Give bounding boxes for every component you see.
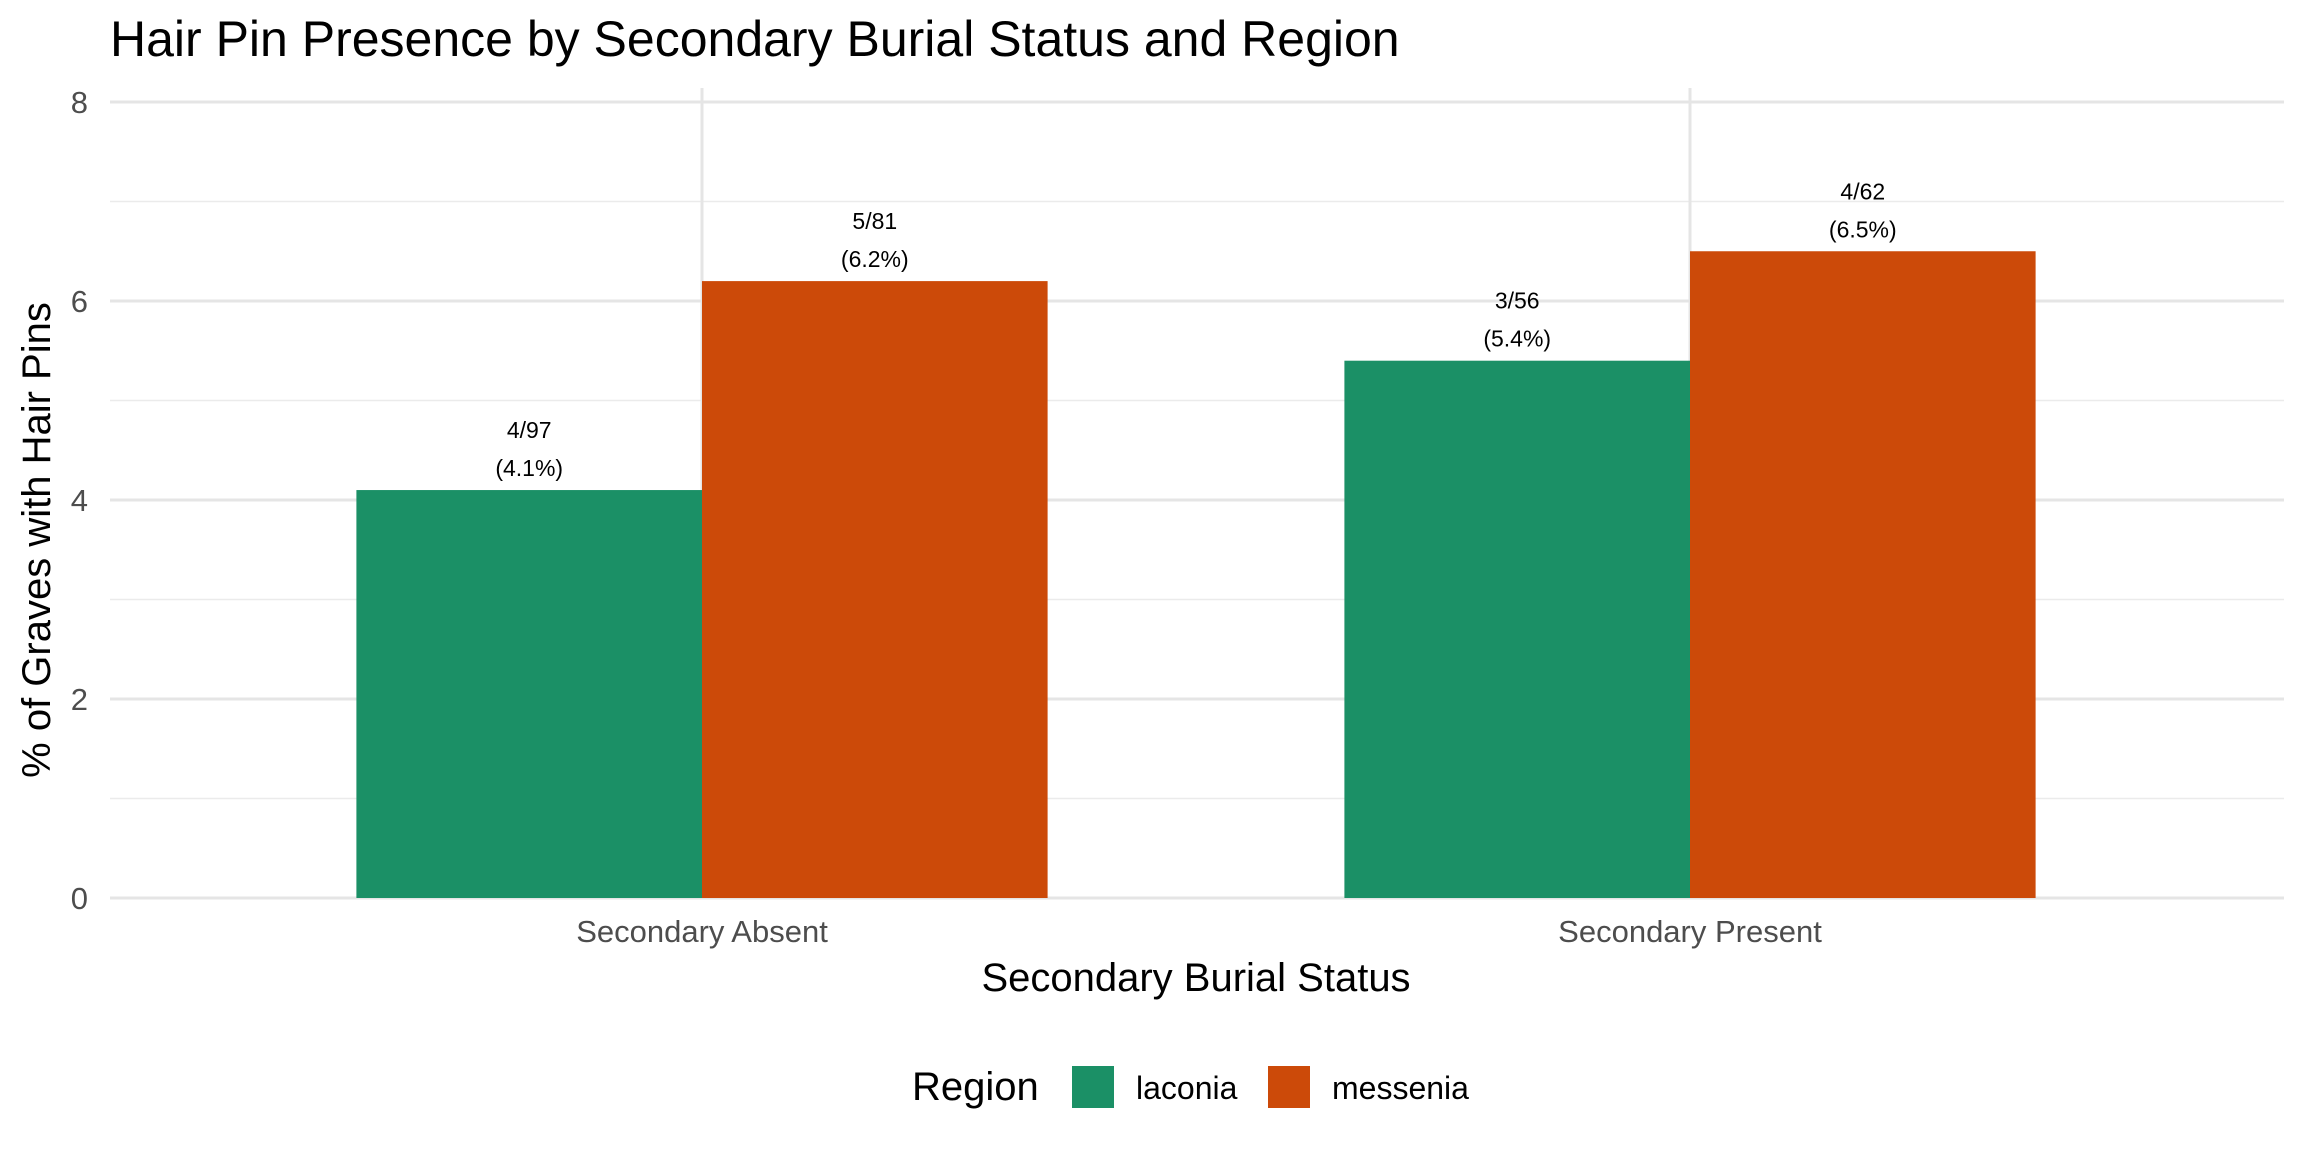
data-label-count: 4/97: [507, 417, 552, 443]
data-labels: 4/97 (4.1%) 3/56 (5.4%) 5/81 (6.2%) 4/62 (6.5%): [495, 178, 1896, 481]
y-tick-label: 4: [71, 483, 88, 518]
x-tick-label: Secondary Present: [1558, 914, 1822, 949]
y-tick-label: 6: [71, 284, 88, 319]
legend-label-laconia: laconia: [1136, 1070, 1238, 1106]
legend-key-messenia: [1268, 1066, 1310, 1108]
legend-label-messenia: messenia: [1332, 1070, 1469, 1106]
data-label-percent: (6.2%): [841, 246, 909, 272]
chart-title: Hair Pin Presence by Secondary Burial St…: [110, 11, 1400, 67]
data-label-count: 5/81: [852, 208, 897, 234]
x-tick-label: Secondary Absent: [576, 914, 828, 949]
bar-laconia-2: [1344, 360, 1690, 898]
y-tick-label: 2: [71, 682, 88, 717]
data-label-count: 3/56: [1495, 288, 1540, 314]
legend: Region laconia messenia: [912, 1065, 1469, 1109]
y-axis-title: % of Graves with Hair Pins: [15, 302, 59, 778]
y-axis-ticks: 0 2 4 6 8: [71, 85, 88, 916]
x-axis-title: Secondary Burial Status: [981, 956, 1410, 1000]
y-tick-label: 8: [71, 85, 88, 120]
legend-title: Region: [912, 1065, 1039, 1109]
data-label-count: 4/62: [1840, 178, 1885, 204]
legend-key-laconia: [1072, 1066, 1114, 1108]
y-tick-label: 0: [71, 881, 88, 916]
data-label-percent: (6.5%): [1829, 216, 1897, 242]
bar-messenia-1: [702, 281, 1048, 899]
bar-laconia-1: [356, 490, 702, 898]
x-axis-ticks: Secondary Absent Secondary Present: [576, 914, 1822, 949]
data-label-percent: (5.4%): [1483, 326, 1551, 352]
data-label-percent: (4.1%): [495, 455, 563, 481]
bar-messenia-2: [1690, 251, 2036, 898]
bars: [356, 251, 2036, 899]
